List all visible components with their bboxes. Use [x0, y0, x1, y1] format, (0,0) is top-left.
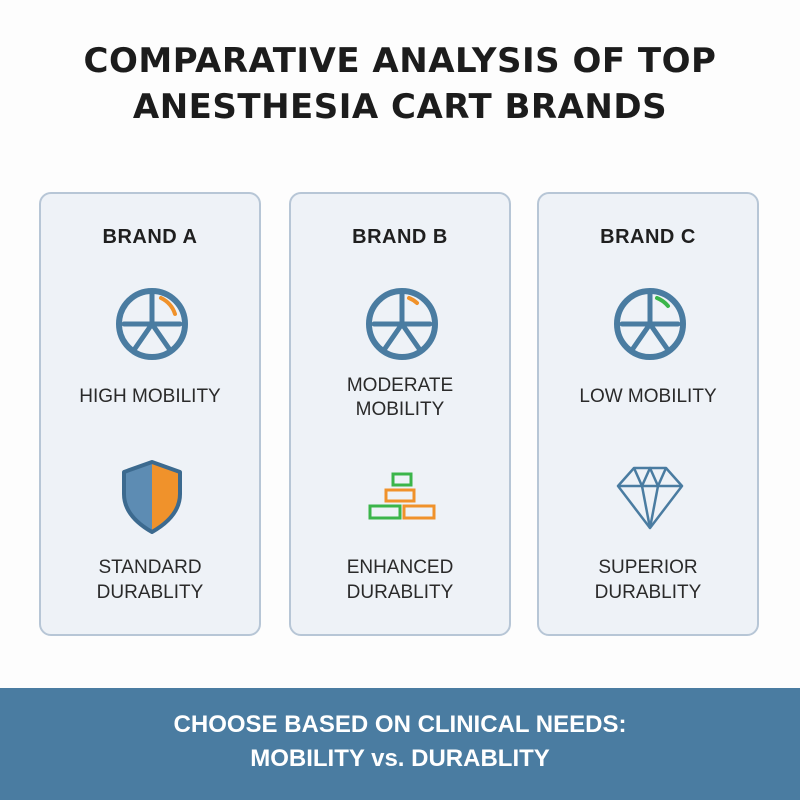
- page-title: COMPARATIVE ANALYSIS OF TOP ANESTHESIA C…: [0, 38, 800, 130]
- durability-label: SUPERIOR DURABLITY: [594, 557, 702, 603]
- brand-name: BRAND B: [352, 226, 448, 248]
- brand-name: BRAND A: [102, 226, 198, 248]
- wheel-icon: [366, 288, 438, 360]
- wheel-icon: [614, 288, 686, 360]
- title-line-2: ANESTHESIA CART BRANDS: [132, 87, 668, 127]
- wheel-icon: [116, 288, 188, 360]
- durability-label: ENHANCED DURABLITY: [346, 557, 454, 603]
- brand-card-c: BRAND C LOW MOBILITY SUPERIOR DURABLITY: [537, 192, 759, 636]
- title-line-1: COMPARATIVE ANALYSIS OF TOP: [83, 41, 717, 81]
- brand-card-b: BRAND B MODERATE MOBILITY ENHANCED DURAB…: [289, 192, 511, 636]
- durability-label: STANDARD DURABLITY: [96, 557, 204, 603]
- footer-banner: CHOOSE BASED ON CLINICAL NEEDS: MOBILITY…: [0, 688, 800, 800]
- brand-name: BRAND C: [600, 226, 696, 248]
- footer-line-1: CHOOSE BASED ON CLINICAL NEEDS:: [173, 711, 627, 738]
- shield-icon: [122, 460, 182, 534]
- mobility-label: LOW MOBILITY: [579, 386, 717, 407]
- diamond-icon: [616, 466, 684, 530]
- brand-card-a: BRAND A HIGH MOBILITY STANDARD DURABLITY: [39, 192, 261, 636]
- stacked-blocks-icon: [368, 472, 436, 520]
- footer-line-2: MOBILITY vs. DURABLITY: [250, 745, 550, 772]
- mobility-label: HIGH MOBILITY: [79, 386, 221, 407]
- mobility-label: MODERATE MOBILITY: [346, 375, 454, 420]
